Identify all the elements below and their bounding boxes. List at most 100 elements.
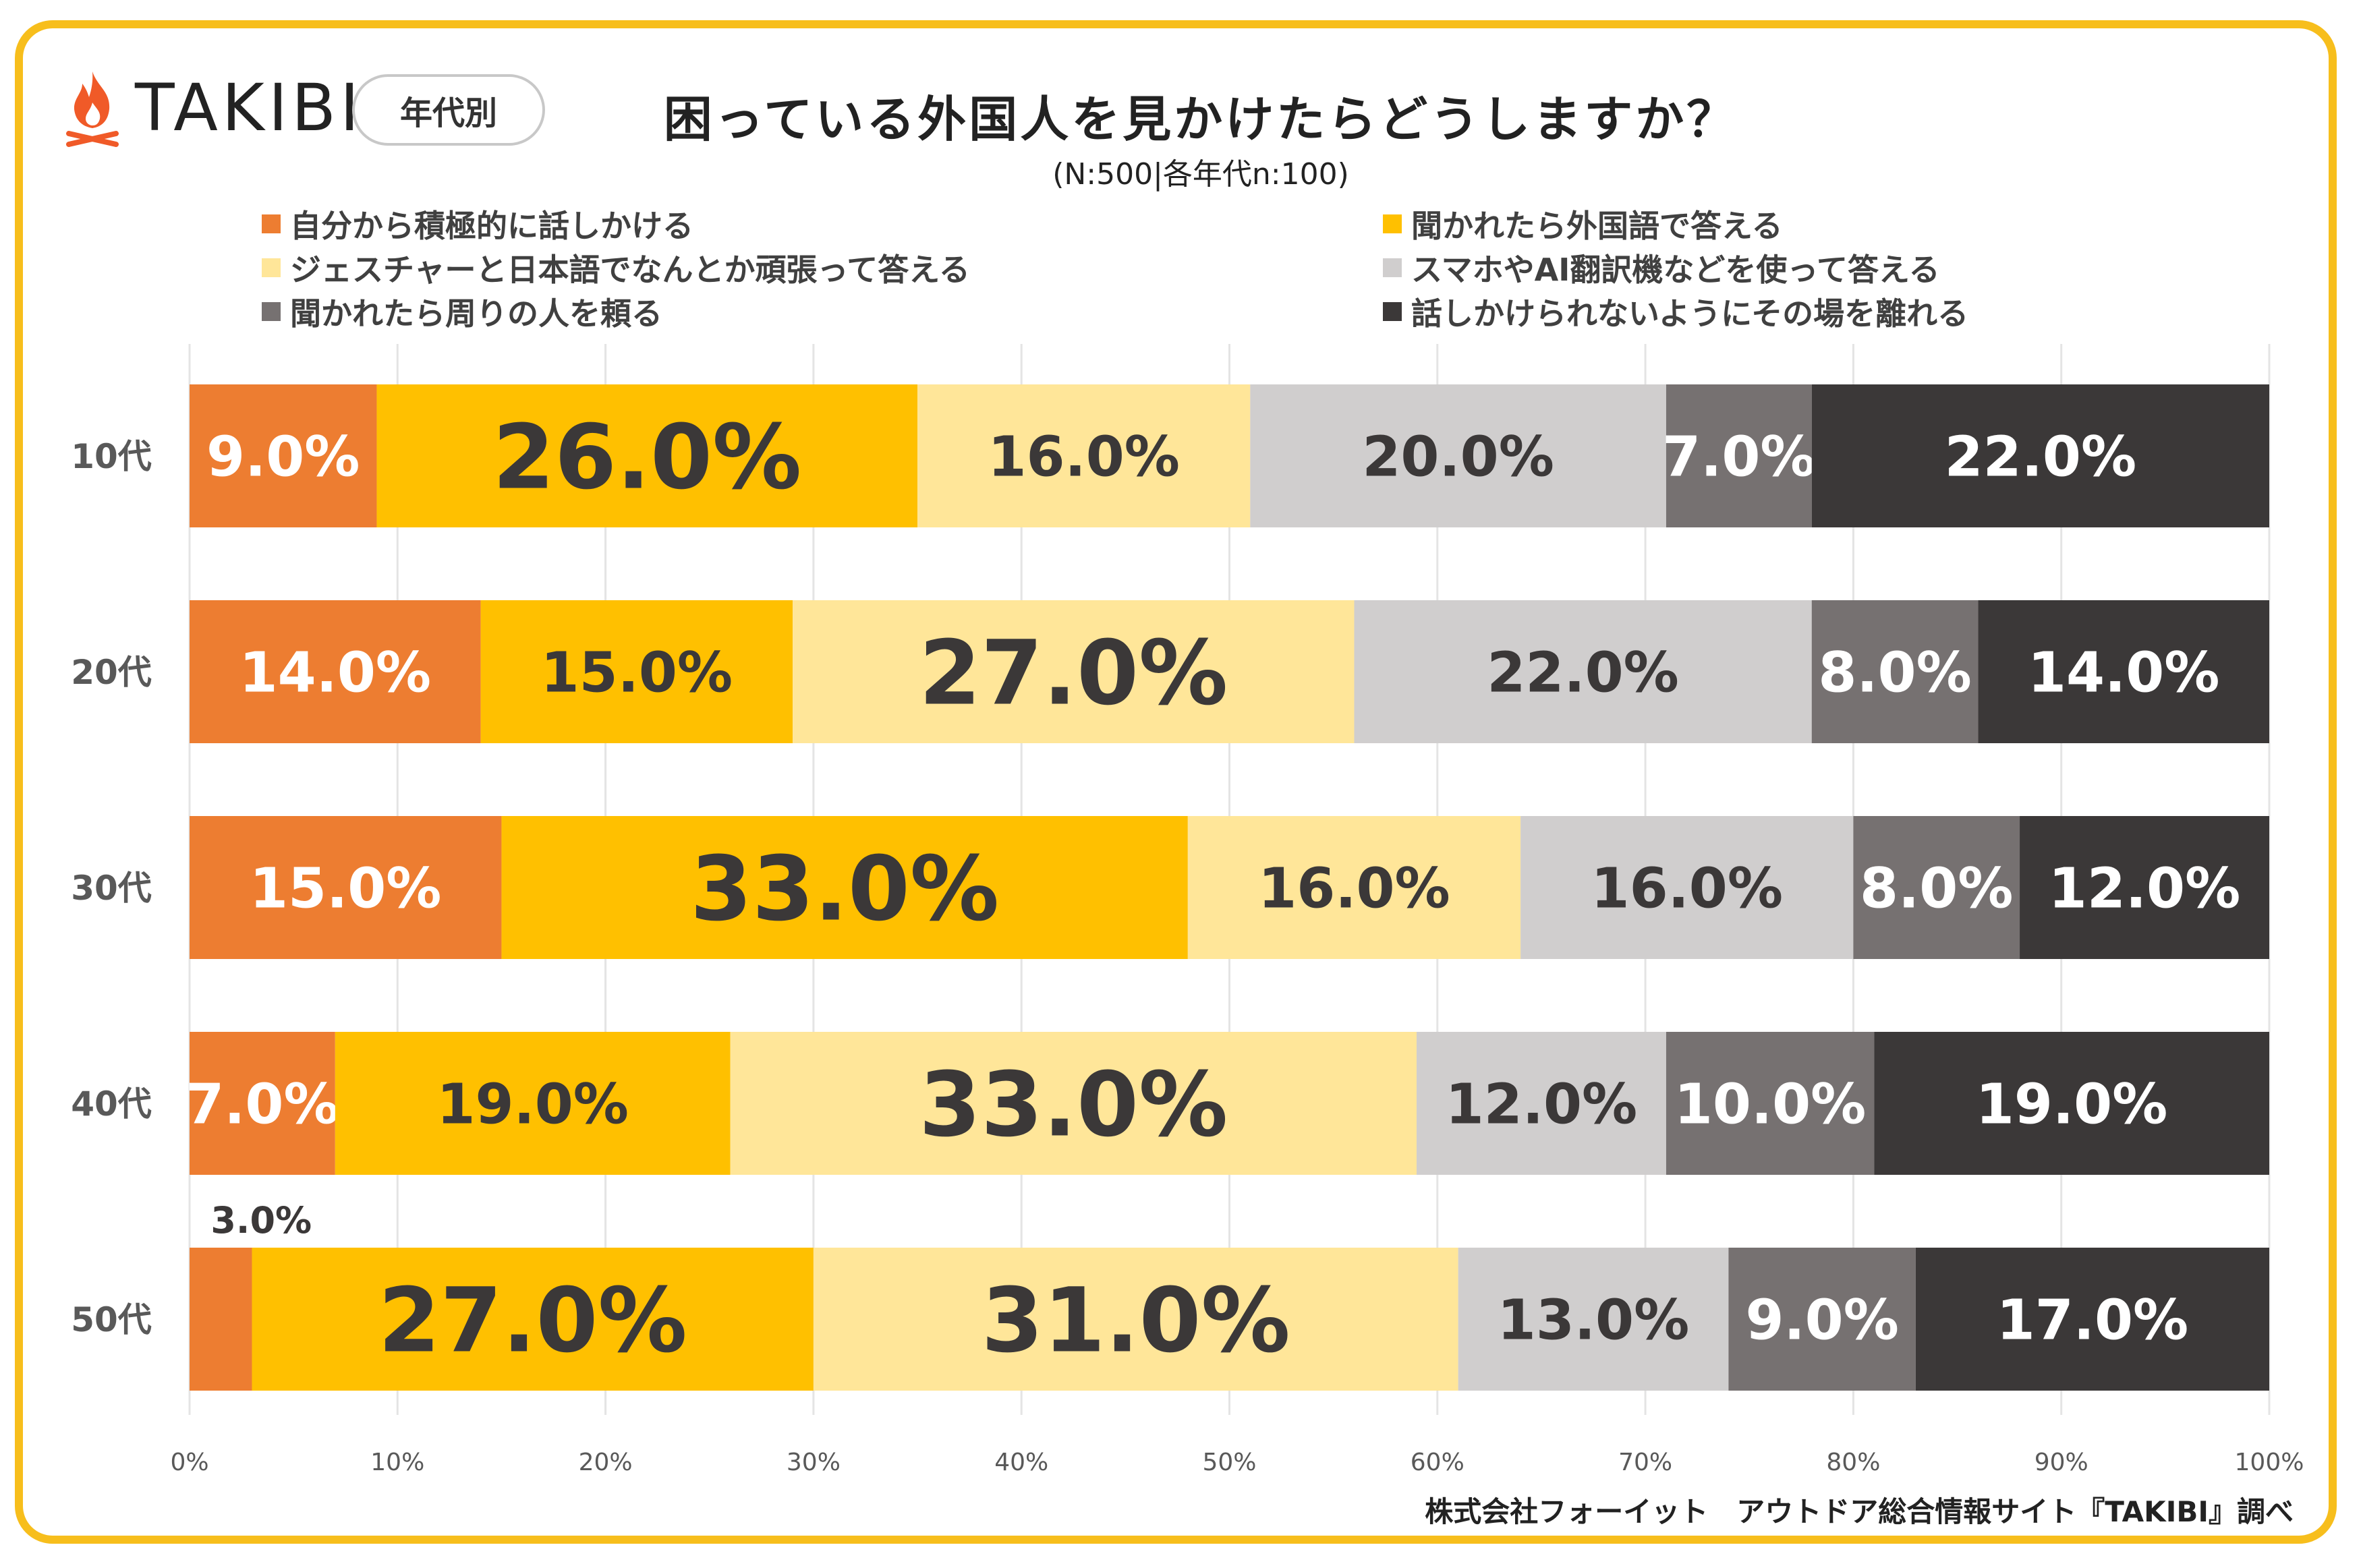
data-label: 16.0% [1258, 857, 1450, 921]
brand-name: TAKIBI [135, 70, 364, 146]
data-label: 22.0% [1945, 426, 2136, 490]
data-label: 14.0% [2028, 641, 2219, 705]
bar-segment [480, 600, 793, 743]
data-label: 31.0% [982, 1269, 1290, 1373]
legend-swatch [1383, 214, 1402, 233]
data-label: 12.0% [1446, 1073, 1637, 1137]
data-label: 9.0% [206, 426, 360, 490]
bar-segment [813, 1248, 1458, 1391]
x-tick-label: 100% [2235, 1449, 2304, 1476]
bar-segment [1811, 384, 2269, 527]
data-label: 19.0% [1976, 1073, 2167, 1137]
data-label: 22.0% [1487, 641, 1678, 705]
chart-title: 困っている外国人を見かけたらどうしますか？ [663, 91, 1738, 148]
x-tick-label: 20% [579, 1449, 633, 1476]
bar-segment [1811, 600, 1979, 743]
bar-segment [730, 1032, 1417, 1175]
bar-segment [1187, 816, 1521, 959]
data-label: 14.0% [239, 641, 431, 705]
age-group-badge: 年代別 [352, 74, 545, 146]
bar-segment [190, 600, 481, 743]
source-note: 株式会社フォーイット アウトドア総合情報サイト『TAKIBI』調べ [1425, 1495, 2294, 1528]
outer-frame [15, 20, 2337, 1544]
bar-segment [1978, 600, 2269, 743]
x-tick-label: 0% [170, 1449, 208, 1476]
legend-item: ジェスチャーと日本語でなんとか頑張って答える [262, 248, 970, 288]
bar-segment [917, 384, 1251, 527]
data-label: 9.0% [1745, 1289, 1898, 1353]
legend-item: 話しかけられないようにその場を離れる [1383, 291, 1968, 332]
x-tick-label: 40% [994, 1449, 1048, 1476]
data-label: 3.0% [210, 1199, 312, 1242]
category-label: 20代 [71, 653, 152, 692]
campfire-icon [66, 71, 119, 147]
legend-swatch [262, 214, 281, 233]
category-label: 50代 [71, 1300, 152, 1339]
category-label: 10代 [71, 437, 152, 476]
legend-swatch [262, 302, 281, 321]
bar-segment [1853, 816, 2020, 959]
data-label: 12.0% [2049, 857, 2240, 921]
legend-label: ジェスチャーと日本語でなんとか頑張って答える [290, 252, 970, 288]
legend-label: 話しかけられないようにその場を離れる [1411, 295, 1969, 332]
data-label: 8.0% [1860, 857, 2013, 921]
legend-label: 自分から積極的に話しかける [290, 208, 693, 244]
x-tick-label: 50% [1202, 1449, 1256, 1476]
legend-label: 聞かれたら周りの人を頼る [290, 295, 662, 332]
category-label: 30代 [71, 869, 152, 908]
data-label: 33.0% [919, 1053, 1228, 1157]
data-label: 8.0% [1818, 641, 1971, 705]
x-tick-label: 30% [787, 1449, 841, 1476]
x-tick-label: 70% [1618, 1449, 1672, 1476]
legend-item: 聞かれたら外国語で答える [1383, 204, 1783, 244]
legend-label: スマホやAI翻訳機などを使って答える [1411, 252, 1940, 288]
data-label: 27.0% [919, 622, 1228, 726]
bar-segment [1354, 600, 1812, 743]
bar-segment [2020, 816, 2269, 959]
bar-segment [501, 816, 1188, 959]
data-label: 13.0% [1498, 1289, 1689, 1353]
bar-segment [1728, 1248, 1916, 1391]
legend-label: 聞かれたら外国語で答える [1411, 208, 1783, 244]
legend-item: スマホやAI翻訳機などを使って答える [1383, 248, 1940, 288]
x-tick-label: 90% [2035, 1449, 2088, 1476]
legend-item: 自分から積極的に話しかける [262, 204, 693, 244]
x-tick-label: 10% [370, 1449, 424, 1476]
bar-segment [335, 1032, 731, 1175]
bar-segment [1874, 1032, 2269, 1175]
bar-segment [1666, 384, 1812, 527]
data-label: 10.0% [1674, 1073, 1866, 1137]
data-label: 33.0% [690, 838, 999, 941]
brand-logo: TAKIBI [62, 67, 363, 148]
data-label: 26.0% [492, 406, 801, 510]
legend-swatch [262, 258, 281, 277]
legend-swatch [1383, 258, 1402, 277]
bar-segment [190, 1032, 335, 1175]
data-label: 7.0% [186, 1073, 339, 1137]
x-tick-label: 60% [1411, 1449, 1464, 1476]
bar-segment [1458, 1248, 1729, 1391]
bar-segment [1666, 1032, 1875, 1175]
legend-item: 聞かれたら周りの人を頼る [262, 291, 662, 332]
chart-subtitle: (N:500|各年代n:100) [1052, 157, 1349, 192]
data-label: 17.0% [1997, 1289, 2188, 1353]
bar-segment [376, 384, 918, 527]
data-label: 16.0% [988, 426, 1179, 490]
bar-segment [1250, 384, 1666, 527]
bar-segment [252, 1248, 814, 1391]
data-label: 15.0% [250, 857, 441, 921]
bar-segment [190, 1248, 252, 1391]
x-tick-label: 80% [1826, 1449, 1880, 1476]
category-label: 40代 [71, 1084, 152, 1124]
legend-swatch [1383, 302, 1402, 321]
data-label: 7.0% [1662, 426, 1815, 490]
bar-segment [1416, 1032, 1666, 1175]
bar-segment [1520, 816, 1854, 959]
bar-segment [1915, 1248, 2269, 1391]
data-label: 27.0% [378, 1269, 687, 1373]
bar-segment [190, 384, 377, 527]
data-label: 15.0% [541, 641, 733, 705]
data-label: 16.0% [1591, 857, 1783, 921]
data-label: 19.0% [436, 1073, 628, 1137]
